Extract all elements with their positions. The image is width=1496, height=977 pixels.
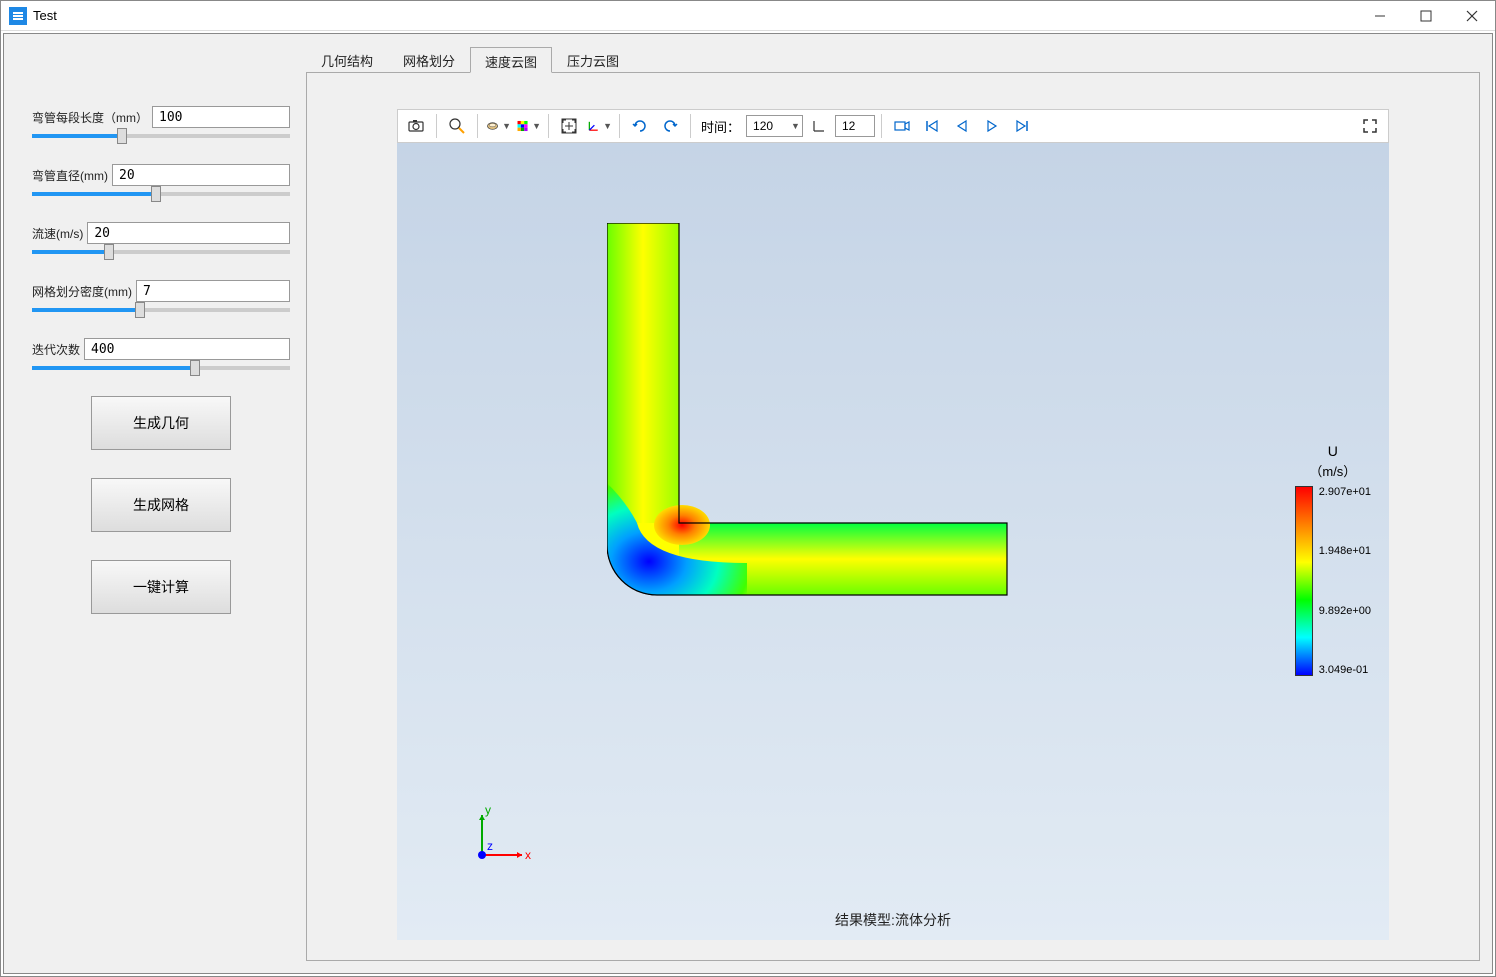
maximize-button[interactable] xyxy=(1403,1,1449,31)
window-title: Test xyxy=(33,8,57,23)
tab-0[interactable]: 几何结构 xyxy=(306,46,388,72)
color-legend: U （m/s） 2.907e+01 1.948e+01 9.892e+00 3.049… xyxy=(1295,443,1371,676)
param-input-2[interactable] xyxy=(87,222,290,244)
param-input-0[interactable] xyxy=(152,106,290,128)
axis-view-icon[interactable]: ▼ xyxy=(585,112,613,140)
param-label-3: 网格划分密度(mm) xyxy=(32,283,132,300)
one-click-compute-button[interactable]: 一键计算 xyxy=(91,560,231,614)
param-label-1: 弯管直径(mm) xyxy=(32,167,108,184)
legend-title: U xyxy=(1295,443,1371,459)
sidebar: 弯管每段长度（mm） 弯管直径(mm) 流速(m/s) 网格划分密度(mm) 迭… xyxy=(16,46,306,961)
param-slider-2[interactable] xyxy=(32,248,290,256)
param-slider-3[interactable] xyxy=(32,306,290,314)
legend-colorbar xyxy=(1295,486,1313,676)
param-input-3[interactable] xyxy=(136,280,290,302)
app-window: Test 弯管每段长度（mm） 弯管直径(mm) 流速(m/s) 网格划分密度(… xyxy=(0,0,1496,977)
frame-spinner[interactable]: 12 xyxy=(835,115,875,137)
play-icon[interactable] xyxy=(978,112,1006,140)
camera-icon[interactable] xyxy=(402,112,430,140)
param-label-0: 弯管每段长度（mm） xyxy=(32,109,148,126)
app-icon xyxy=(9,7,27,25)
fit-view-icon[interactable] xyxy=(555,112,583,140)
legend-unit: （m/s） xyxy=(1295,461,1371,480)
viewport-toolbar: ▼ ▼ ▼ 时间： 120▼ 12 xyxy=(397,109,1389,143)
content-area: 弯管每段长度（mm） 弯管直径(mm) 流速(m/s) 网格划分密度(mm) 迭… xyxy=(3,33,1493,974)
titlebar: Test xyxy=(1,1,1495,31)
legend-tick: 9.892e+00 xyxy=(1319,605,1371,617)
render-mode-icon[interactable]: ▼ xyxy=(484,112,512,140)
svg-text:z: z xyxy=(487,839,493,853)
time-label: 时间： xyxy=(701,117,740,136)
generate-geometry-button[interactable]: 生成几何 xyxy=(91,396,231,450)
main-panel: 几何结构网格划分速度云图压力云图 ▼ ▼ ▼ 时间 xyxy=(306,46,1480,961)
rotate-cw-icon[interactable] xyxy=(626,112,654,140)
legend-tick: 2.907e+01 xyxy=(1319,486,1371,498)
svg-text:y: y xyxy=(485,803,491,817)
next-frame-icon[interactable] xyxy=(1008,112,1036,140)
tab-2[interactable]: 速度云图 xyxy=(470,47,552,73)
close-button[interactable] xyxy=(1449,1,1495,31)
tabs: 几何结构网格划分速度云图压力云图 xyxy=(306,46,1480,72)
render-canvas[interactable]: x y z U （m/s） 2.907e+01 1.948e+01 9.892e+0… xyxy=(397,143,1389,940)
svg-text:x: x xyxy=(525,848,531,862)
record-icon[interactable] xyxy=(888,112,916,140)
param-slider-4[interactable] xyxy=(32,364,290,372)
first-frame-icon[interactable] xyxy=(918,112,946,140)
tab-3[interactable]: 压力云图 xyxy=(552,46,634,72)
param-input-1[interactable] xyxy=(112,164,290,186)
expand-icon[interactable] xyxy=(1356,112,1384,140)
colormap-icon[interactable]: ▼ xyxy=(514,112,542,140)
elbow-contour xyxy=(607,223,1027,643)
viewport: ▼ ▼ ▼ 时间： 120▼ 12 xyxy=(306,72,1480,961)
tab-1[interactable]: 网格划分 xyxy=(388,46,470,72)
prev-frame-icon[interactable] xyxy=(948,112,976,140)
legend-tick: 1.948e+01 xyxy=(1319,545,1371,557)
param-slider-1[interactable] xyxy=(32,190,290,198)
minimize-button[interactable] xyxy=(1357,1,1403,31)
zoom-icon[interactable] xyxy=(443,112,471,140)
time-combo[interactable]: 120▼ xyxy=(746,115,803,137)
result-caption: 结果模型:流体分析 xyxy=(835,910,951,930)
legend-ticks: 2.907e+01 1.948e+01 9.892e+00 3.049e-01 xyxy=(1319,486,1371,676)
axis-gizmo: x y z xyxy=(467,800,537,870)
param-slider-0[interactable] xyxy=(32,132,290,140)
param-input-4[interactable] xyxy=(84,338,290,360)
legend-tick: 3.049e-01 xyxy=(1319,664,1371,676)
generate-mesh-button[interactable]: 生成网格 xyxy=(91,478,231,532)
param-label-4: 迭代次数 xyxy=(32,341,80,358)
param-label-2: 流速(m/s) xyxy=(32,225,83,242)
rotate-ccw-icon[interactable] xyxy=(656,112,684,140)
angle-icon[interactable] xyxy=(805,112,833,140)
